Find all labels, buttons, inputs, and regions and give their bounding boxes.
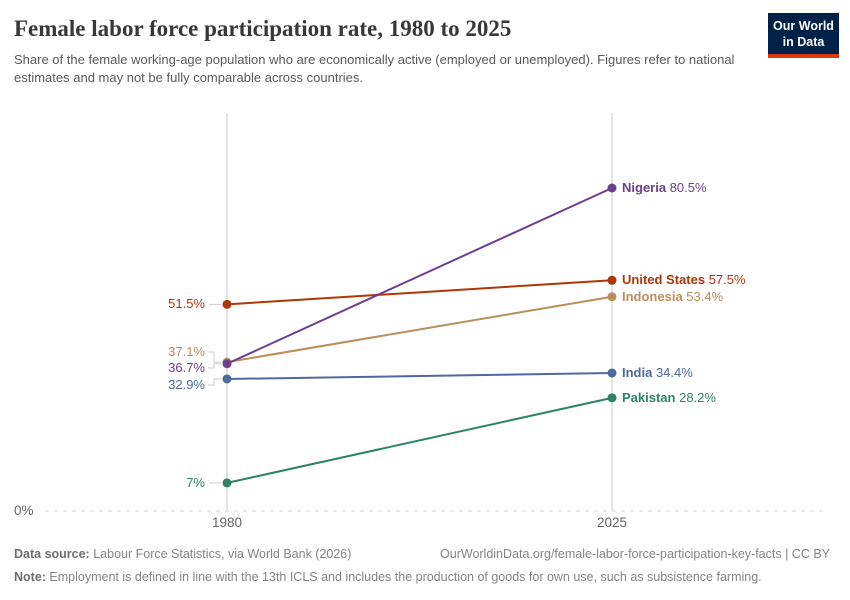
owid-logo-line1: Our World — [773, 19, 834, 33]
note-label: Note: — [14, 570, 46, 585]
point-united-states-1980 — [222, 299, 232, 309]
point-india-1980 — [222, 374, 232, 384]
start-value-label-nigeria: 36.7% — [168, 360, 205, 375]
point-nigeria-2025 — [607, 183, 617, 193]
series-name-pakistan: Pakistan — [622, 389, 676, 405]
series-line-indonesia — [226, 295, 613, 364]
point-united-states-2025 — [607, 275, 617, 285]
data-source-value: Labour Force Statistics, via World Bank … — [89, 547, 352, 561]
chart-subtitle: Share of the female working-age populati… — [14, 52, 735, 86]
start-value-label-united-states: 51.5% — [168, 296, 205, 312]
data-source-text: Data source: Labour Force Statistics, vi… — [14, 545, 351, 563]
series-name-nigeria: Nigeria — [622, 180, 667, 195]
start-label-connector-indonesia — [208, 351, 221, 363]
end-value-pakistan: 28.2% — [675, 389, 716, 405]
chart-footer: Data source: Labour Force Statistics, vi… — [14, 545, 830, 586]
series-line-pakistan — [226, 396, 613, 484]
owid-logo-line2: in Data — [782, 35, 825, 49]
start-label-connector-india — [208, 378, 221, 386]
series-line-united-states — [226, 279, 613, 306]
note-value: Employment is defined in line with the 1… — [45, 570, 762, 585]
start-value-label-indonesia: 37.1% — [168, 344, 205, 359]
x-tick-label-2025: 2025 — [596, 515, 628, 530]
start-value-label-pakistan: 7% — [186, 474, 205, 490]
owid-citation-link[interactable]: OurWorldinData.org/female-labor-force-pa… — [440, 547, 830, 561]
y-axis-zero-label: 0% — [14, 503, 34, 518]
end-label-india: India 34.4% — [622, 364, 693, 382]
point-indonesia-2025 — [607, 292, 617, 302]
series-name-indonesia: Indonesia — [622, 288, 683, 304]
end-value-nigeria: 80.5% — [666, 180, 707, 195]
end-label-nigeria: Nigeria 80.5% — [622, 179, 707, 197]
end-value-indonesia: 53.4% — [682, 288, 724, 304]
series-name-india: India — [622, 364, 653, 380]
point-pakistan-2025 — [607, 393, 617, 403]
owid-logo[interactable]: Our World in Data — [768, 13, 839, 58]
end-value-india: 34.4% — [652, 364, 693, 380]
series-line-nigeria — [226, 187, 613, 365]
point-nigeria-1980 — [222, 359, 232, 369]
x-tick-label-1980: 1980 — [211, 515, 243, 530]
series-name-united-states: United States — [622, 272, 706, 288]
point-pakistan-1980 — [222, 478, 232, 488]
note-text: Note: Employment is defined in line with… — [14, 568, 830, 586]
start-value-label-india: 32.9% — [168, 377, 205, 392]
chart-header: Female labor force participation rate, 1… — [14, 16, 754, 88]
start-label-connector-nigeria — [208, 363, 221, 369]
series-line-india — [226, 371, 613, 380]
data-source-label: Data source: — [14, 547, 90, 561]
owid-logo-red-bar — [768, 54, 839, 58]
end-label-indonesia: Indonesia 53.4% — [622, 288, 723, 306]
end-label-pakistan: Pakistan 28.2% — [622, 389, 716, 407]
end-label-united-states: United States 57.5% — [622, 271, 746, 289]
chart-title: Female labor force participation rate, 1… — [14, 16, 512, 41]
point-india-2025 — [607, 368, 617, 378]
end-value-united-states: 57.5% — [705, 272, 746, 288]
